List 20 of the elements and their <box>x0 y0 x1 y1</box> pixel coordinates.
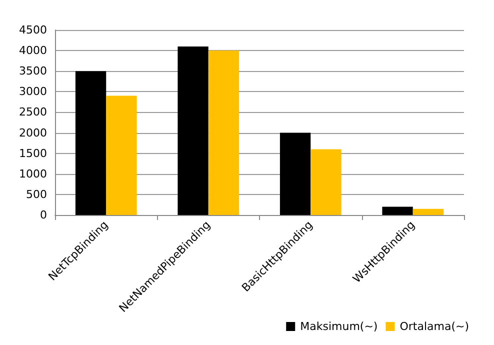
bar <box>310 149 342 215</box>
y-tick-label: 3000 <box>19 85 47 98</box>
bar <box>208 50 240 215</box>
bar <box>412 208 444 215</box>
y-tick-label: 1500 <box>19 146 47 160</box>
y-tick-label: 3500 <box>19 64 47 78</box>
y-tick-label: 2500 <box>19 106 47 119</box>
y-tick-label: 2000 <box>19 126 47 140</box>
y-tick-label: 500 <box>26 188 47 201</box>
legend-label: Ortalama(~) <box>400 320 470 333</box>
y-tick-label: 0 <box>40 208 47 222</box>
bar <box>178 46 208 215</box>
bar <box>382 206 413 215</box>
y-tick-label: 4000 <box>19 44 47 58</box>
bar <box>280 132 311 215</box>
bar <box>75 71 106 215</box>
y-tick-label: 1000 <box>19 167 47 180</box>
legend-label: Maksimum(~) <box>300 320 378 333</box>
y-tick-label: 4500 <box>19 24 47 36</box>
bar <box>106 96 137 215</box>
